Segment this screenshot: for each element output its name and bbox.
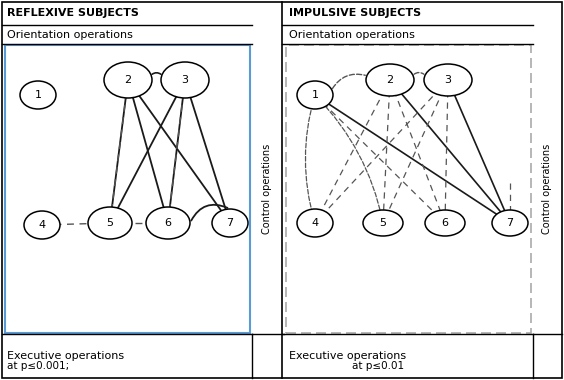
FancyBboxPatch shape bbox=[5, 45, 250, 333]
Ellipse shape bbox=[492, 210, 528, 236]
Text: Executive operations: Executive operations bbox=[7, 351, 124, 361]
Ellipse shape bbox=[24, 211, 60, 239]
Ellipse shape bbox=[424, 64, 472, 96]
Ellipse shape bbox=[297, 209, 333, 237]
Ellipse shape bbox=[212, 209, 248, 237]
Text: 1: 1 bbox=[34, 90, 42, 100]
Ellipse shape bbox=[425, 210, 465, 236]
FancyBboxPatch shape bbox=[286, 45, 531, 333]
Text: 6: 6 bbox=[442, 218, 448, 228]
Text: Control operations: Control operations bbox=[543, 144, 553, 234]
Text: 7: 7 bbox=[506, 218, 514, 228]
Text: Orientation operations: Orientation operations bbox=[7, 30, 133, 40]
Ellipse shape bbox=[88, 207, 132, 239]
Text: 3: 3 bbox=[182, 75, 188, 85]
Ellipse shape bbox=[20, 81, 56, 109]
Text: 2: 2 bbox=[386, 75, 394, 85]
Text: Control operations: Control operations bbox=[262, 144, 272, 234]
Text: 5: 5 bbox=[380, 218, 386, 228]
Ellipse shape bbox=[104, 62, 152, 98]
Text: 6: 6 bbox=[165, 218, 171, 228]
Text: 5: 5 bbox=[107, 218, 113, 228]
Ellipse shape bbox=[363, 210, 403, 236]
Text: at p≤0.01: at p≤0.01 bbox=[352, 361, 404, 371]
Text: 7: 7 bbox=[226, 218, 233, 228]
Ellipse shape bbox=[146, 207, 190, 239]
Ellipse shape bbox=[161, 62, 209, 98]
Text: IMPULSIVE SUBJECTS: IMPULSIVE SUBJECTS bbox=[289, 8, 421, 19]
Text: 1: 1 bbox=[311, 90, 319, 100]
Text: 2: 2 bbox=[125, 75, 131, 85]
Ellipse shape bbox=[366, 64, 414, 96]
Text: Orientation operations: Orientation operations bbox=[289, 30, 415, 40]
Text: 4: 4 bbox=[311, 218, 319, 228]
Text: Executive operations: Executive operations bbox=[289, 351, 406, 361]
Text: 3: 3 bbox=[444, 75, 452, 85]
Text: REFLEXIVE SUBJECTS: REFLEXIVE SUBJECTS bbox=[7, 8, 139, 19]
Text: at p≤0.001;: at p≤0.001; bbox=[7, 361, 69, 371]
Text: 4: 4 bbox=[38, 220, 46, 230]
Ellipse shape bbox=[297, 81, 333, 109]
